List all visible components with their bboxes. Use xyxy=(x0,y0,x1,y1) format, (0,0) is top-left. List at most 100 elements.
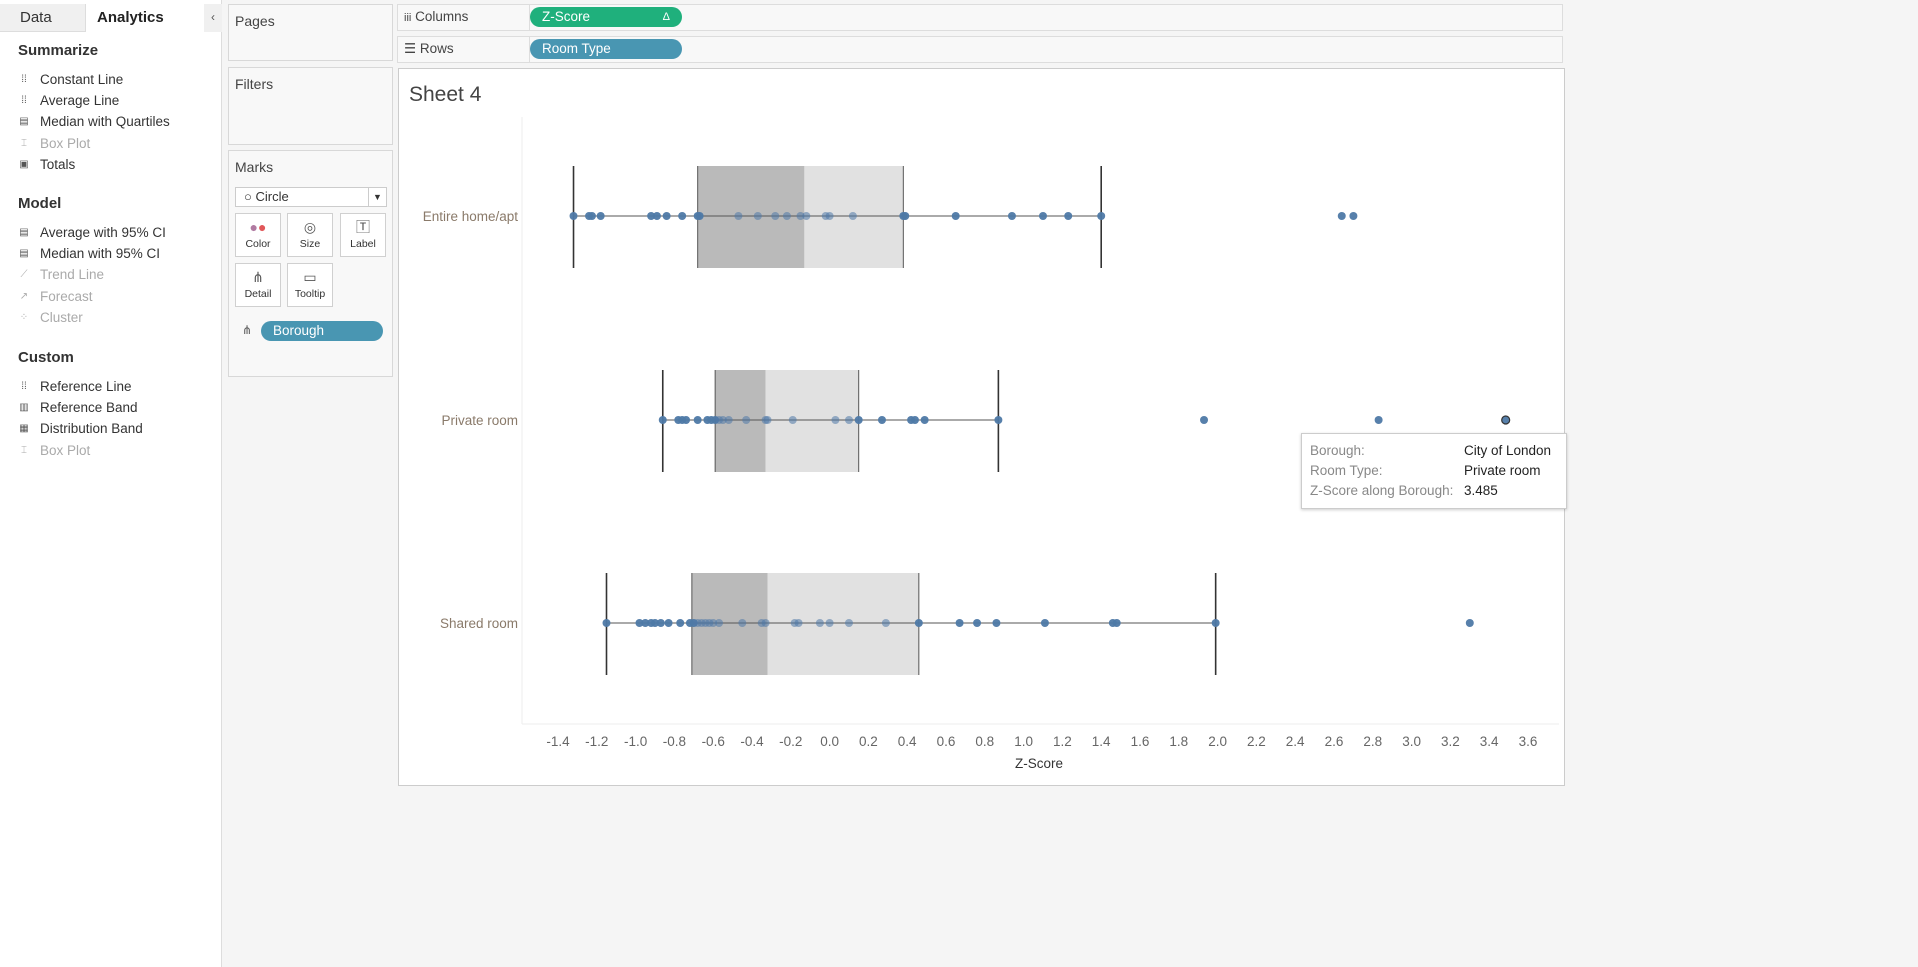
data-point[interactable] xyxy=(1349,212,1358,220)
data-point[interactable] xyxy=(761,619,770,627)
data-point[interactable] xyxy=(763,416,772,424)
analytics-item-distribution-band[interactable]: ▦ Distribution Band xyxy=(18,421,143,436)
data-point[interactable] xyxy=(955,619,964,627)
data-point[interactable] xyxy=(693,416,702,424)
data-point[interactable] xyxy=(848,212,857,220)
data-point[interactable] xyxy=(1465,619,1474,627)
data-point[interactable] xyxy=(596,212,605,220)
data-point[interactable] xyxy=(1211,619,1220,627)
data-point[interactable] xyxy=(682,416,691,424)
data-point[interactable] xyxy=(831,416,840,424)
data-point[interactable] xyxy=(910,416,919,424)
data-point[interactable] xyxy=(825,212,834,220)
data-point[interactable] xyxy=(794,619,803,627)
data-point[interactable] xyxy=(734,212,743,220)
tooltip-value: City of London xyxy=(1464,443,1552,458)
data-point[interactable] xyxy=(1200,416,1209,424)
data-point[interactable] xyxy=(742,416,751,424)
data-point[interactable] xyxy=(662,212,671,220)
box-plot-icon: ⌶ xyxy=(21,137,27,149)
data-point[interactable] xyxy=(664,619,673,627)
data-point[interactable] xyxy=(1374,416,1383,424)
data-point[interactable] xyxy=(994,416,1003,424)
data-point[interactable] xyxy=(569,212,578,220)
mark-type-dropdown[interactable]: ○ Circle ▼ xyxy=(235,187,387,207)
data-point[interactable] xyxy=(920,416,929,424)
data-point[interactable] xyxy=(951,212,960,220)
analytics-item-forecast[interactable]: ↗ Forecast xyxy=(18,289,93,304)
data-point[interactable] xyxy=(678,212,687,220)
data-point[interactable] xyxy=(1112,619,1121,627)
data-point[interactable] xyxy=(602,619,611,627)
data-point[interactable] xyxy=(973,619,982,627)
analytics-item-average-line[interactable]: ⁞⁞ Average Line xyxy=(18,93,119,108)
filters-card[interactable]: Filters xyxy=(228,67,393,145)
data-point[interactable] xyxy=(782,212,791,220)
upper-box xyxy=(767,573,919,675)
size-button[interactable]: ◎ Size xyxy=(287,213,333,257)
box-plot-chart[interactable]: -1.4 -1.2 -1.0 -0.8 -0.6 -0.4 -0.2 0.0 0.2 0.4 0.6… xyxy=(399,69,1566,787)
analytics-item-median-with-quartiles[interactable]: ▤ Median with Quartiles xyxy=(18,114,170,129)
data-point[interactable] xyxy=(845,619,853,627)
data-point[interactable] xyxy=(877,416,886,424)
analytics-item-trend-line[interactable]: ⟋ Trend Line xyxy=(18,267,105,282)
analytics-item-box-plot[interactable]: ⌶ Box Plot xyxy=(18,136,90,151)
data-point[interactable] xyxy=(845,416,853,424)
label-button[interactable]: 🅃 Label xyxy=(340,213,386,257)
analytics-item-totals[interactable]: ▣ Totals xyxy=(18,157,75,172)
data-point[interactable] xyxy=(587,212,596,220)
data-point[interactable] xyxy=(901,212,910,220)
data-point[interactable] xyxy=(788,416,797,424)
data-point[interactable] xyxy=(676,619,685,627)
data-point[interactable] xyxy=(1064,212,1073,220)
trend-line-icon: ⟋ xyxy=(20,269,28,281)
analytics-item-median-with-95-ci[interactable]: ▤ Median with 95% CI xyxy=(18,246,160,261)
collapse-pane-button[interactable]: ‹ xyxy=(204,4,222,32)
analytics-item-reference-line[interactable]: ⁞⁞ Reference Line xyxy=(18,379,131,394)
tab-analytics[interactable]: Analytics xyxy=(97,9,164,26)
data-point[interactable] xyxy=(802,212,811,220)
data-point[interactable] xyxy=(709,619,718,627)
tooltip-button[interactable]: ▭ Tooltip xyxy=(287,263,333,307)
pages-card[interactable]: Pages xyxy=(228,4,393,61)
data-point[interactable] xyxy=(914,619,923,627)
data-point[interactable] xyxy=(796,212,805,220)
filters-card-title: Filters xyxy=(235,76,274,92)
data-point[interactable] xyxy=(635,619,644,627)
color-button[interactable]: ●● Color xyxy=(235,213,281,257)
data-point[interactable] xyxy=(881,619,890,627)
data-point[interactable] xyxy=(1337,212,1346,220)
analytics-item-cluster[interactable]: ⁘ Cluster xyxy=(18,310,83,325)
data-point[interactable] xyxy=(825,619,834,627)
data-point[interactable] xyxy=(1097,212,1106,220)
room-type-pill[interactable]: Room Type xyxy=(530,39,682,59)
detail-button[interactable]: ⋔ Detail xyxy=(235,263,281,307)
data-point[interactable] xyxy=(992,619,1001,627)
data-point[interactable] xyxy=(641,619,650,627)
data-point[interactable] xyxy=(652,212,661,220)
highlighted-data-point[interactable] xyxy=(1501,415,1511,425)
data-point[interactable] xyxy=(647,212,656,220)
data-point[interactable] xyxy=(738,619,747,627)
data-point[interactable] xyxy=(753,212,762,220)
analytics-item-box-plot[interactable]: ⌶ Box Plot xyxy=(18,443,90,458)
data-point[interactable] xyxy=(724,416,733,424)
data-point[interactable] xyxy=(718,416,727,424)
borough-detail-pill[interactable]: Borough xyxy=(261,321,383,341)
data-point[interactable] xyxy=(1040,619,1049,627)
data-point[interactable] xyxy=(771,212,780,220)
data-point[interactable] xyxy=(854,416,863,424)
tab-data[interactable]: Data xyxy=(0,4,86,32)
z-score-pill[interactable]: Z-Score Δ xyxy=(530,7,682,27)
analytics-item-constant-line[interactable]: ⁞⁞ Constant Line xyxy=(18,72,123,87)
analytics-item-average-with-95-ci[interactable]: ▤ Average with 95% CI xyxy=(18,225,166,240)
data-point[interactable] xyxy=(815,619,824,627)
data-point[interactable] xyxy=(695,212,704,220)
data-point[interactable] xyxy=(1007,212,1016,220)
data-point[interactable] xyxy=(651,619,659,627)
data-point[interactable] xyxy=(715,619,724,627)
data-point[interactable] xyxy=(1039,212,1047,220)
analytics-item-reference-band[interactable]: ▥ Reference Band xyxy=(18,400,137,415)
data-point[interactable] xyxy=(656,619,665,627)
data-point[interactable] xyxy=(658,416,667,424)
